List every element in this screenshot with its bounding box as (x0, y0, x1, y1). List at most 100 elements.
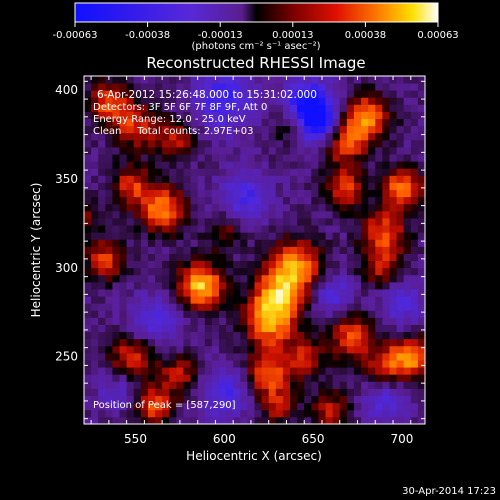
heatmap-cell (368, 246, 376, 254)
heatmap-cell (332, 196, 341, 205)
heatmap-cell (98, 154, 106, 162)
heatmap-cell (410, 232, 419, 240)
heatmap-cell (361, 147, 369, 155)
heatmap-cell (311, 161, 319, 169)
heatmap-cell (375, 111, 383, 120)
heatmap-cell (98, 352, 106, 361)
heatmap-cell (396, 338, 405, 347)
heatmap-cell (282, 239, 291, 247)
heatmap-cell (339, 345, 348, 354)
heatmap-cell (247, 225, 255, 233)
heatmap-cell (105, 232, 113, 240)
heatmap-cell (275, 360, 284, 368)
heatmap-cell (162, 260, 170, 269)
heatmap-cell (375, 203, 383, 212)
heatmap-cell (126, 225, 135, 233)
heatmap-cell (240, 267, 248, 276)
heatmap-cell (304, 168, 312, 176)
heatmap-cell (140, 246, 149, 254)
heatmap-cell (84, 90, 92, 98)
heatmap-cell (133, 168, 142, 176)
heatmap-cell (233, 253, 241, 262)
heatmap-cell (247, 345, 255, 354)
heatmap-cell (396, 381, 405, 389)
heatmap-cell (119, 76, 128, 84)
heatmap-cell (218, 303, 227, 311)
heatmap-cell (375, 125, 383, 134)
heatmap-cell (325, 154, 334, 162)
heatmap-cell (304, 154, 312, 162)
heatmap-cell (311, 97, 319, 105)
heatmap-cell (84, 111, 92, 120)
heatmap-cell (105, 83, 113, 91)
heatmap-cell (261, 118, 270, 127)
heatmap-cell (105, 239, 113, 247)
heatmap-cell (311, 90, 319, 98)
heatmap-cell (254, 246, 263, 254)
heatmap-cell (382, 388, 390, 396)
heatmap-plot (84, 76, 426, 425)
heatmap-cell (84, 125, 92, 134)
heatmap-cell (282, 232, 291, 240)
heatmap-cell (126, 83, 135, 91)
heatmap-cell (112, 118, 120, 127)
heatmap-cell (353, 182, 362, 191)
heatmap-cell (410, 161, 419, 169)
heatmap-cell (417, 154, 426, 162)
heatmap-cell (226, 395, 234, 404)
heatmap-cell (417, 331, 426, 340)
heatmap-cell (133, 210, 142, 219)
heatmap-cell (169, 161, 177, 169)
heatmap-cell (218, 267, 227, 276)
heatmap-cell (169, 303, 177, 311)
heatmap-cell (361, 274, 369, 283)
heatmap-cell (162, 139, 170, 148)
heatmap-cell (282, 381, 291, 389)
heatmap-cell (389, 147, 397, 155)
heatmap-cell (403, 132, 412, 141)
heatmap-cell (197, 416, 206, 425)
heatmap-cell (211, 274, 220, 283)
heatmap-cell (133, 274, 142, 283)
heatmap-cell (290, 360, 298, 368)
heatmap-cell (233, 90, 241, 98)
heatmap-cell (254, 97, 263, 105)
heatmap-cell (119, 168, 128, 176)
heatmap-cell (325, 374, 334, 382)
heatmap-cell (389, 182, 397, 191)
heatmap-cell (282, 324, 291, 333)
heatmap-cell (375, 331, 383, 340)
heatmap-cell (226, 345, 234, 354)
heatmap-cell (105, 154, 113, 162)
heatmap-cell (204, 260, 213, 269)
heatmap-cell (375, 246, 383, 254)
heatmap-cell (162, 182, 170, 191)
heatmap-cell (176, 218, 184, 226)
heatmap-cell (133, 239, 142, 247)
heatmap-cell (361, 168, 369, 176)
heatmap-cell (226, 352, 234, 361)
heatmap-cell (297, 83, 305, 91)
heatmap-cell (247, 132, 255, 141)
heatmap-cell (147, 402, 156, 411)
heatmap-cell (382, 367, 390, 375)
heatmap-cell (112, 416, 120, 425)
heatmap-cell (133, 260, 142, 269)
heatmap-cell (275, 402, 284, 411)
heatmap-cell (140, 388, 149, 396)
heatmap-cell (325, 416, 334, 425)
heatmap-cell (211, 402, 220, 411)
heatmap-cell (318, 260, 326, 269)
heatmap-cell (290, 324, 298, 333)
heatmap-cell (190, 253, 199, 262)
heatmap-cell (247, 274, 255, 283)
heatmap-cell (204, 289, 213, 297)
heatmap-cell (169, 367, 177, 375)
heatmap-cell (211, 246, 220, 254)
heatmap-cell (332, 139, 341, 148)
heatmap-cell (417, 210, 426, 219)
heatmap-cell (290, 267, 298, 276)
heatmap-cell (91, 267, 99, 276)
heatmap-cell (268, 104, 277, 112)
heatmap-cell (140, 289, 149, 297)
